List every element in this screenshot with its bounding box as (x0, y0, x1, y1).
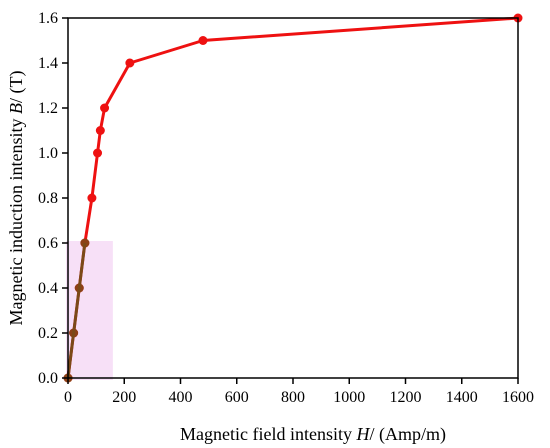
y-tick-label: 0.4 (38, 280, 58, 297)
ticks-layer (62, 17, 519, 384)
overlay-point-2 (69, 328, 79, 338)
y-axis-title-part-3: / (T) (6, 71, 27, 103)
x-tick-label: 1000 (333, 389, 365, 406)
plot-frame (67, 17, 519, 379)
y-axis-title-part-1: Magnetic induction intensity (6, 114, 26, 325)
y-tick-label: 1.2 (38, 100, 58, 117)
x-tick-label: 0 (64, 389, 72, 406)
x-tick-label: 600 (225, 389, 249, 406)
x-tick-label: 1600 (502, 389, 534, 406)
x-axis-title: Magnetic field intensity H/ (Amp/m) (180, 424, 446, 445)
data-point-5 (87, 193, 97, 203)
y-axis-title: Magnetic induction intensity B/ (T) (6, 71, 27, 326)
y-tick-label: 1.4 (38, 55, 58, 72)
data-point-9 (125, 58, 135, 68)
overlay-point-4 (80, 238, 90, 248)
x-axis-title-part-3: / (Amp/m) (369, 424, 446, 445)
y-tick-label: 0.6 (38, 235, 58, 252)
tick-labels-layer: 0 200 400 600 800 1000 1200 1400 1600 0.0 0.2 0.4 0.… (38, 10, 534, 406)
y-tick-label: 0.8 (38, 190, 58, 207)
overlay-point-3 (74, 283, 84, 293)
x-tick-label: 800 (281, 389, 305, 406)
y-tick-label: 1.0 (38, 145, 58, 162)
series-layer (63, 13, 523, 383)
linear-overlay-line (66, 242, 87, 379)
x-tick-label: 200 (112, 389, 136, 406)
y-tick-label: 1.6 (38, 10, 58, 27)
linear-region-highlight (66, 241, 113, 380)
data-point-6 (93, 148, 103, 158)
x-tick-label: 1400 (446, 389, 478, 406)
data-point-8 (100, 103, 110, 113)
data-point-10 (198, 36, 208, 45)
x-axis-title-part-1: Magnetic field intensity (180, 424, 356, 444)
y-tick-label: 0.0 (38, 370, 58, 387)
linear-overlay-layer (63, 238, 90, 383)
y-axis-title-symbol: B (6, 103, 26, 114)
x-tick-label: 1200 (390, 389, 422, 406)
linear-region-highlight-box (66, 241, 113, 380)
x-tick-label: 400 (169, 389, 193, 406)
data-point-7 (95, 126, 105, 135)
series-line-1 (66, 16, 519, 379)
y-tick-label: 0.2 (38, 325, 58, 342)
x-axis-title-symbol: H (355, 424, 370, 444)
